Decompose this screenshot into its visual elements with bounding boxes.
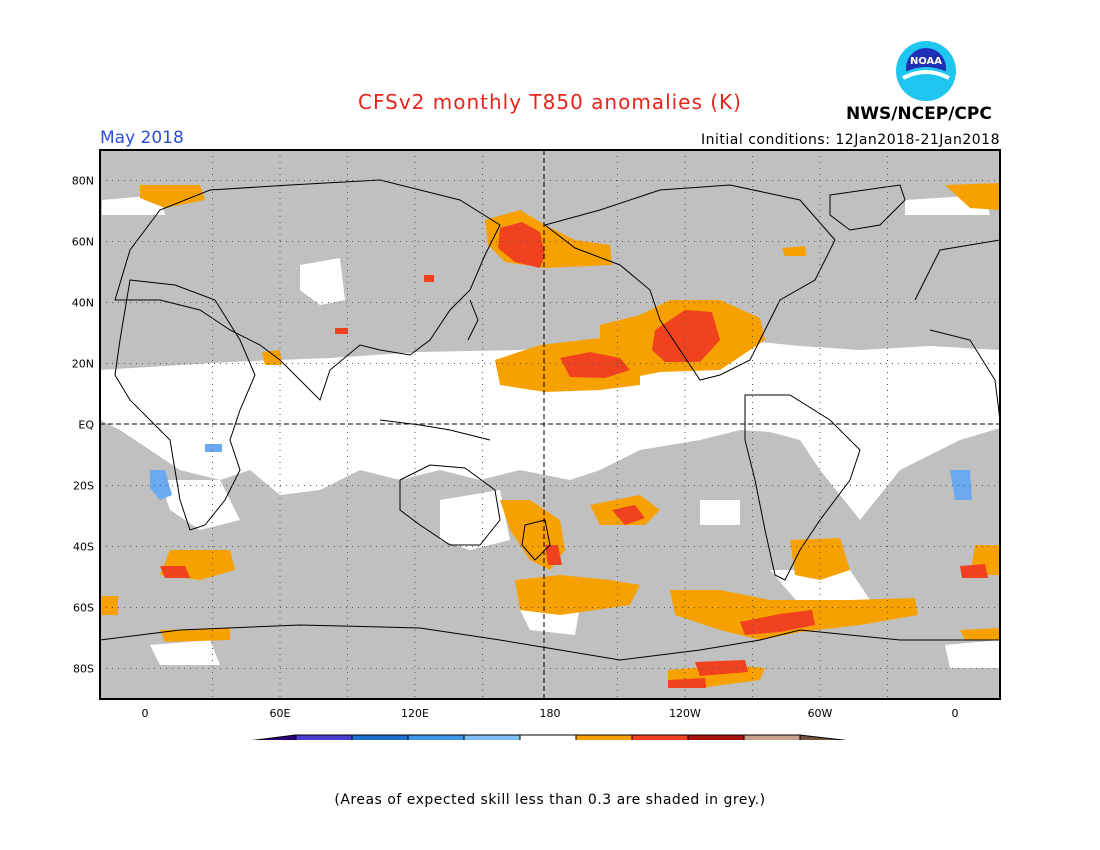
legend-swatch [407, 734, 465, 740]
lon-tick-label: 60E [270, 707, 291, 720]
lat-tick-label: 60N [72, 236, 94, 249]
lon-tick-label: 120W [669, 707, 701, 720]
legend-swatch [743, 734, 801, 740]
red-southern-ocean [740, 610, 815, 635]
red-central-asia-1 [424, 275, 434, 282]
forecast-month: May 2018 [100, 128, 184, 148]
lon-tick-label: 0 [142, 707, 149, 720]
white-patch-australia-south [440, 490, 510, 550]
logo-text: NOAA [910, 56, 942, 67]
red-mexico-us [652, 310, 720, 362]
legend-swatch [687, 734, 745, 740]
red-central-asia-2 [335, 328, 348, 334]
orange-southern-ocean-pacific [515, 575, 640, 615]
color-legend: -4-3-2-1-0.50.51234 [251, 734, 848, 740]
orange-antarctic-left [160, 628, 230, 642]
lat-tick-label: 20S [73, 480, 94, 493]
lat-tick-label: 80S [73, 663, 94, 676]
orange-arabia [262, 350, 282, 365]
legend-swatch [519, 734, 577, 740]
red-antarctic-bottom [668, 678, 706, 688]
lon-tick-label: 60W [808, 707, 833, 720]
lon-tick-label: 0 [952, 707, 959, 720]
blue-southern-africa-right [950, 470, 972, 500]
orange-antarctic-right [960, 628, 1000, 640]
gridlines [100, 150, 1000, 699]
white-patch-antarctic-left [150, 640, 220, 665]
anomaly-fields [100, 150, 1000, 699]
coast-japan [467, 299, 479, 341]
white-patch-southern-ocean [770, 570, 870, 605]
coast-greenland [829, 184, 906, 231]
orange-arctic-left [140, 185, 205, 208]
red-south-pacific [612, 505, 645, 525]
blue-africa-east [205, 444, 222, 452]
legend-swatch [631, 734, 689, 740]
red-alaska-kamchatka [498, 222, 545, 268]
legend-swatch [463, 734, 521, 740]
white-patch-south-pacific [700, 500, 740, 525]
lat-tick-label: 60S [73, 602, 94, 615]
coast-europe-asia [114, 179, 501, 401]
red-new-zealand [545, 545, 562, 565]
orange-west-edge [100, 596, 118, 615]
coast-south-america [744, 394, 861, 581]
coastlines [100, 179, 1000, 661]
white-patch-asia [300, 258, 345, 305]
coast-north-america [543, 184, 836, 381]
lon-tick-label: 180 [540, 707, 561, 720]
anomaly-map: 0 60E 120E 180 120W 60W 0 80N 60N 40N 20N EQ 20S 40S… [72, 149, 1001, 740]
coast-africa [114, 279, 256, 531]
coast-right-europe [914, 239, 1000, 301]
legend-arrow-low [251, 734, 297, 740]
red-south-atlantic [160, 566, 190, 578]
longitude-labels: 0 60E 120E 180 120W 60W 0 [142, 707, 959, 720]
skill-footnote: (Areas of expected skill less than 0.3 a… [334, 792, 766, 808]
noaa-logo: NOAA [896, 41, 956, 101]
red-hawaii-region [560, 352, 630, 378]
white-patch-indian [180, 410, 260, 470]
agency-label: NWS/NCEP/CPC [846, 104, 992, 124]
lat-tick-label: 20N [72, 358, 94, 371]
white-patch-africa-south [160, 480, 240, 530]
coast-right-africa [929, 329, 1000, 421]
orange-arctic-right [945, 183, 1000, 210]
lat-tick-label: 40S [73, 541, 94, 554]
red-south-atlantic-right [960, 564, 988, 578]
lat-tick-label: EQ [78, 419, 94, 432]
coast-australia [399, 464, 501, 546]
latitude-labels: 80N 60N 40N 20N EQ 20S 40S 60S 80S [72, 175, 95, 676]
map-title: CFSv2 monthly T850 anomalies (K) [358, 90, 742, 114]
coast-antarctica [100, 624, 1000, 661]
coast-indonesia [379, 419, 491, 441]
coast-new-zealand [521, 519, 551, 561]
red-ross-sea [695, 660, 748, 676]
legend-arrow-high [799, 734, 848, 740]
initial-conditions: Initial conditions: 12Jan2018-21Jan2018 [701, 132, 1000, 148]
lat-tick-label: 40N [72, 297, 94, 310]
legend-swatch [351, 734, 409, 740]
legend-swatch [295, 734, 353, 740]
map-frame [99, 149, 1001, 700]
white-patch-antarctic-right [945, 640, 1000, 668]
lat-tick-label: 80N [72, 175, 94, 188]
legend-swatch [575, 734, 633, 740]
lon-tick-label: 120E [401, 707, 429, 720]
orange-hudson [782, 246, 806, 256]
